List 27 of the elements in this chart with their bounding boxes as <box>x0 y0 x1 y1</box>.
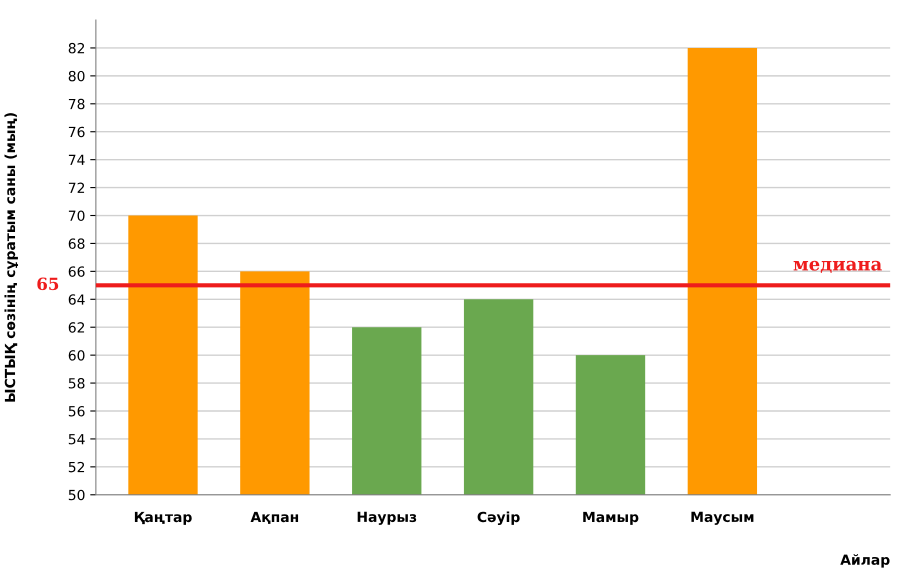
x-tick-label: Мамыр <box>583 512 638 525</box>
ref-line-label: медиана <box>794 260 882 273</box>
y-tick-label: 72 <box>68 182 84 193</box>
y-tick-label: 82 <box>68 42 84 54</box>
y-tick-label: 62 <box>68 322 84 333</box>
y-tick-label: 52 <box>68 462 84 472</box>
y-tick-label: 58 <box>68 378 84 389</box>
y-tick-label: 78 <box>68 98 84 110</box>
x-tick-label: Наурыз <box>358 512 416 525</box>
y-tick-label: 54 <box>68 434 85 444</box>
x-tick-label: Ақпан <box>250 512 298 524</box>
y-tick-label: 50 <box>68 490 85 500</box>
y-axis-title: ЫСТЫҚ сөзінің сұратым саны (мың) <box>4 113 18 402</box>
y-tick-label: 76 <box>68 126 85 138</box>
y-tick-label: 68 <box>68 238 84 249</box>
y-tick-label: 66 <box>68 266 85 277</box>
y-tick-label: 60 <box>68 350 85 361</box>
y-tick-label: 64 <box>68 294 85 305</box>
x-tick-label: Маусым <box>691 512 754 525</box>
x-tick-label: Сәуір <box>478 511 520 525</box>
x-axis-title: Айлар <box>840 554 890 568</box>
y-tick-label: 70 <box>68 210 85 221</box>
text: 65 <box>37 278 58 290</box>
y-tick-label: 80 <box>68 70 85 82</box>
x-tick-label: Қаңтар <box>134 512 192 525</box>
y-tick-label: 56 <box>68 406 85 416</box>
y-tick-label: 74 <box>68 154 85 165</box>
